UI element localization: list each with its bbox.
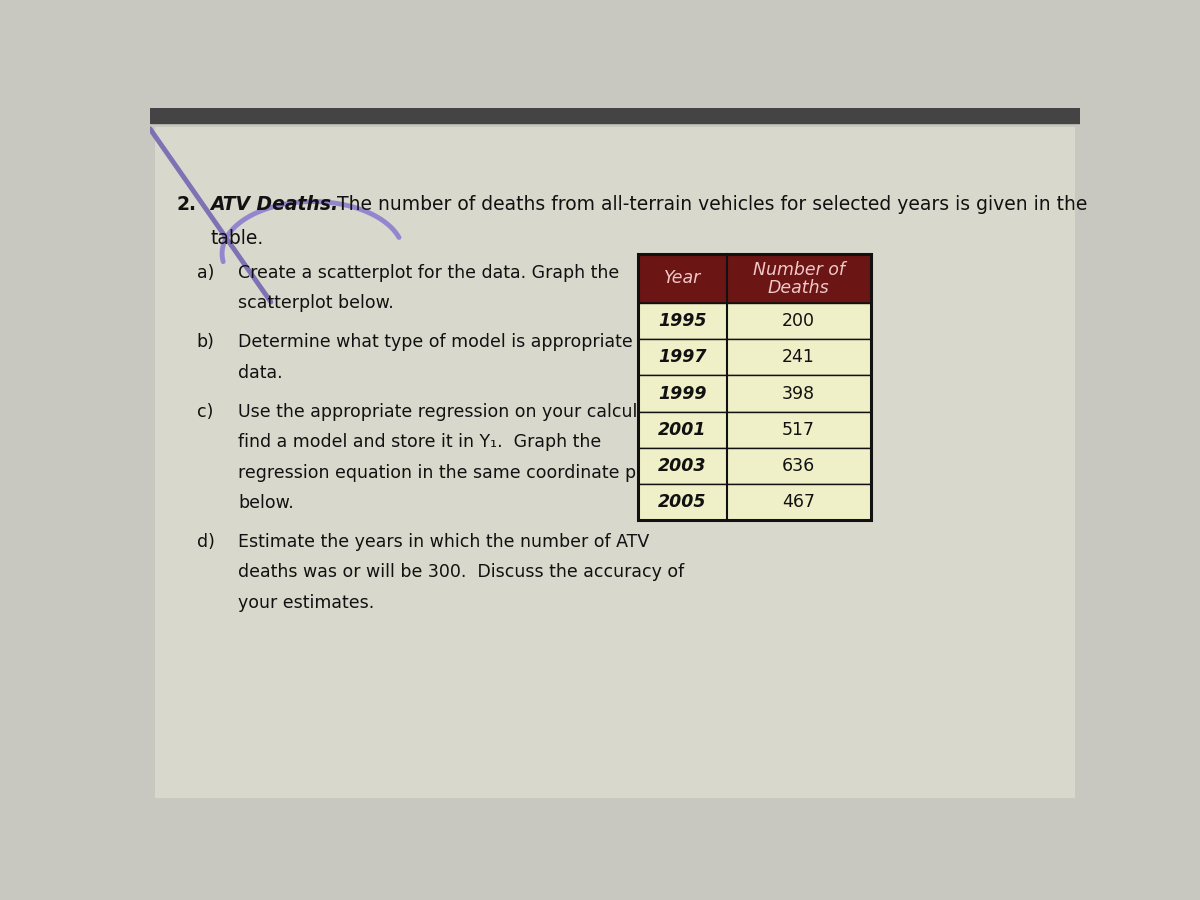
Text: d): d) [197, 533, 215, 551]
Text: b): b) [197, 333, 215, 351]
Text: 398: 398 [782, 384, 815, 402]
Text: Number of: Number of [752, 261, 845, 279]
Text: 200: 200 [782, 312, 815, 330]
Text: 1995: 1995 [658, 312, 707, 330]
Bar [150, 108, 1080, 123]
Text: your estimates.: your estimates. [239, 594, 374, 612]
Text: data.: data. [239, 364, 283, 382]
Text: 2.: 2. [176, 194, 196, 213]
Text: Deaths: Deaths [768, 280, 829, 298]
Bar [638, 339, 871, 375]
Text: 1999: 1999 [658, 384, 707, 402]
Text: ATV Deaths.: ATV Deaths. [210, 194, 338, 213]
Text: 636: 636 [782, 456, 815, 474]
Text: a): a) [197, 264, 214, 282]
Bar [638, 254, 871, 519]
Text: find a model and store it in Y₁.  Graph the: find a model and store it in Y₁. Graph t… [239, 433, 601, 451]
Bar [638, 375, 871, 411]
Bar [638, 254, 871, 303]
Text: 517: 517 [782, 420, 815, 438]
Text: Create a scatterplot for the data. Graph the: Create a scatterplot for the data. Graph… [239, 264, 619, 282]
Text: 1997: 1997 [658, 348, 707, 366]
Text: c): c) [197, 402, 212, 420]
Text: 2001: 2001 [658, 420, 707, 438]
Bar [638, 303, 871, 339]
Text: deaths was or will be 300.  Discuss the accuracy of: deaths was or will be 300. Discuss the a… [239, 563, 684, 581]
Text: below.: below. [239, 494, 294, 512]
Text: table.: table. [210, 230, 264, 248]
Text: scatterplot below.: scatterplot below. [239, 294, 394, 312]
Text: 2003: 2003 [658, 456, 707, 474]
Text: 2005: 2005 [658, 492, 707, 510]
Text: The number of deaths from all-terrain vehicles for selected years is given in th: The number of deaths from all-terrain ve… [331, 194, 1087, 213]
Text: Use the appropriate regression on your calculator to: Use the appropriate regression on your c… [239, 402, 696, 420]
Bar [638, 447, 871, 483]
Text: Year: Year [664, 269, 701, 287]
Text: Determine what type of model is appropriate for the: Determine what type of model is appropri… [239, 333, 697, 351]
Text: 467: 467 [782, 492, 815, 510]
Text: Estimate the years in which the number of ATV: Estimate the years in which the number o… [239, 533, 649, 551]
Text: regression equation in the same coordinate plane: regression equation in the same coordina… [239, 464, 674, 482]
Bar [638, 483, 871, 519]
Bar [638, 411, 871, 447]
Text: 241: 241 [782, 348, 815, 366]
